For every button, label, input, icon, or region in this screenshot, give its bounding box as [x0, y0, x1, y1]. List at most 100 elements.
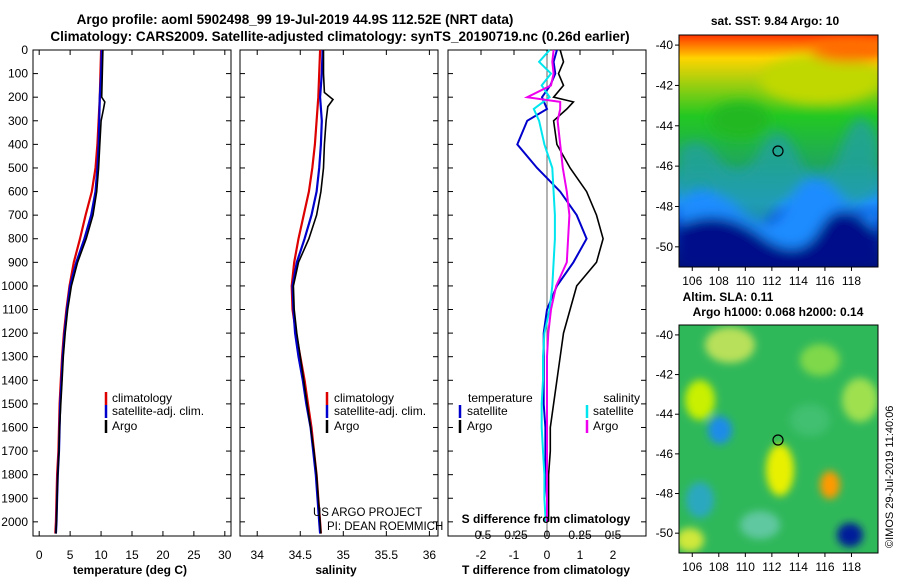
sst-map-image [679, 35, 878, 267]
depth-tick-label: 1600 [1, 420, 28, 434]
map-lon-label: 116 [815, 274, 834, 288]
sst-map-title: sat. SST: 9.84 Argo: 10 [711, 14, 840, 28]
depth-tick-label: 900 [8, 255, 28, 269]
x-tick-label: 10 [94, 548, 108, 562]
map-lon-label: 112 [762, 560, 781, 574]
depth-axis: 0 100 200 300 400 500 600 700 800 900 1000 1100 1200… [1, 43, 28, 529]
sla-map-title: Altim. SLA: 0.11 [683, 290, 774, 304]
map-lat-label: -50 [656, 526, 674, 540]
temperature-panel-frame [32, 49, 232, 537]
legend-label: climatology [112, 391, 172, 405]
map-axes: 106 108 110 112 114 116 118 -40 -42 -44 -46 -48 -50 1… [656, 38, 862, 574]
series-line-satellite-adj-clim- [54, 49, 103, 534]
depth-tick-label: 600 [8, 185, 28, 199]
map-lon-label: 108 [709, 274, 729, 288]
series-line-argo [55, 49, 106, 534]
depth-tick-label: 2000 [1, 515, 28, 529]
map-lat-label: -44 [656, 407, 674, 421]
map-lon-label: 114 [789, 274, 808, 288]
sla-map-subtitle: Argo h1000: 0.068 h2000: 0.14 [693, 305, 864, 319]
salinity-panel-frame [239, 49, 439, 537]
x-tick-label: -1 [509, 548, 520, 562]
legend-label: Argo [467, 419, 493, 433]
t-diff-argo-line [547, 49, 604, 522]
difference-legend: temperature salinity satellite Argo sate… [458, 391, 640, 433]
x-tick-label: -2 [476, 548, 487, 562]
legend-title-salinity: salinity [603, 391, 640, 405]
map-lat-label: -40 [656, 38, 674, 52]
x-tick-label: 36 [423, 548, 437, 562]
depth-tick-label: 300 [8, 114, 28, 128]
map-lon-label: 116 [815, 560, 834, 574]
legend-label: satellite [593, 404, 634, 418]
map-lon-label: 114 [789, 560, 808, 574]
x-tick-label: 2 [610, 548, 617, 562]
imos-watermark: ©IMOS 29-Jul-2019 11:40:06 [884, 406, 896, 548]
top-tick-label: -0.25 [500, 528, 528, 542]
map-lon-label: 110 [736, 560, 755, 574]
salinity-axis-label: salinity [315, 563, 357, 577]
sla-map-image [679, 325, 878, 553]
series-line-climatology [290, 49, 322, 534]
series-line-climatology [54, 49, 103, 534]
x-tick-label: 0 [36, 548, 43, 562]
depth-tick-label: 400 [8, 137, 28, 151]
legend-label: satellite-adj. clim. [112, 404, 204, 418]
legend-label: satellite [467, 404, 508, 418]
map-lat-label: -48 [656, 199, 674, 213]
map-lon-label: 118 [842, 274, 861, 288]
depth-tick-label: 800 [8, 232, 28, 246]
x-tick-label: 25 [187, 548, 201, 562]
map-lat-label: -50 [656, 240, 674, 254]
depth-tick-label: 200 [8, 90, 28, 104]
depth-tick-label: 1300 [1, 350, 28, 364]
map-lat-label: -42 [656, 78, 674, 92]
map-lon-label: 112 [762, 274, 781, 288]
credit-line-2: PI: DEAN ROEMMICH [327, 521, 443, 533]
x-tick-label: 1 [577, 548, 584, 562]
x-tick-label: 35 [337, 548, 351, 562]
s-difference-axis-label: S difference from climatology [462, 512, 631, 526]
top-tick-label: 0.5 [605, 528, 622, 542]
t-difference-axis-label: T difference from climatology [462, 563, 630, 577]
map-lon-label: 106 [682, 560, 702, 574]
x-tick-label: 35.5 [375, 548, 399, 562]
depth-tick-label: 1000 [1, 279, 28, 293]
x-tick-label: 5 [67, 548, 74, 562]
map-lat-label: -46 [656, 159, 674, 173]
profile-series [54, 49, 604, 534]
x-tick-label: 34.5 [289, 548, 313, 562]
legend-label: climatology [334, 391, 394, 405]
depth-tick-label: 1400 [1, 373, 28, 387]
map-lat-label: -40 [656, 328, 674, 342]
temperature-axis-label: temperature (deg C) [73, 563, 187, 577]
depth-tick-label: 1700 [1, 444, 28, 458]
map-lon-label: 118 [842, 560, 861, 574]
map-lat-label: -48 [656, 487, 674, 501]
depth-tick-label: 1900 [1, 491, 28, 505]
x-tick-label: 34 [251, 548, 265, 562]
argo-float-marker [772, 145, 784, 157]
top-tick-label: -0.5 [471, 528, 492, 542]
map-lon-label: 108 [709, 560, 729, 574]
credit-line-1: US ARGO PROJECT [313, 507, 422, 519]
legend-title-temperature: temperature [468, 391, 533, 405]
depth-tick-label: 700 [8, 208, 28, 222]
s-diff-argo-line [523, 49, 571, 522]
title-line-2: Climatology: CARS2009. Satellite-adjuste… [50, 29, 629, 44]
map-lat-label: -46 [656, 447, 674, 461]
map-lon-label: 110 [736, 274, 755, 288]
x-tick-label: 15 [125, 548, 139, 562]
x-tick-label: 20 [156, 548, 170, 562]
depth-tick-label: 100 [8, 67, 28, 81]
map-lon-label: 106 [682, 274, 702, 288]
depth-tick-label: 1200 [1, 326, 28, 340]
depth-tick-label: 1100 [2, 303, 28, 317]
temperature-legend: climatology satellite-adj. clim. Argo [104, 391, 204, 433]
salinity-legend: climatology satellite-adj. clim. Argo [325, 391, 426, 433]
t-diff-satellite-line [516, 49, 588, 522]
x-tick-label: 30 [218, 548, 232, 562]
legend-label: Argo [112, 419, 138, 433]
title-line-1: Argo profile: aoml 5902498_99 19-Jul-201… [77, 12, 514, 27]
